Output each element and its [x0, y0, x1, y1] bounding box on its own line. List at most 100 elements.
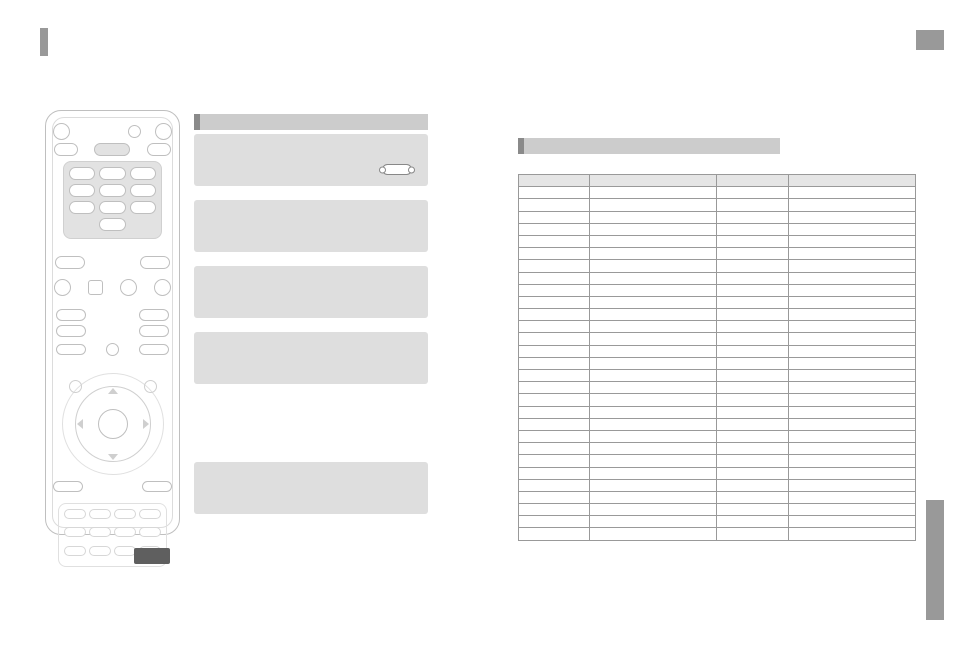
table-row [519, 235, 916, 247]
remote-source-row [46, 143, 179, 156]
brand-cell [519, 284, 590, 296]
table-header-row [519, 175, 916, 187]
table-row [519, 382, 916, 394]
note-badge [134, 548, 170, 564]
step-button [140, 256, 170, 269]
code-cell [788, 284, 915, 296]
step-box-4 [194, 332, 428, 384]
bc-9 [64, 546, 86, 556]
brand-cell [717, 248, 788, 260]
code-cell [788, 272, 915, 284]
code-cell [788, 382, 915, 394]
steps-title-bar [194, 114, 428, 130]
table-row [519, 430, 916, 442]
table-row [519, 199, 916, 211]
page-side-tab [926, 500, 944, 620]
table-row [519, 491, 916, 503]
code-cell [788, 430, 915, 442]
cd-eject-icon [128, 125, 141, 138]
num-7 [69, 201, 95, 214]
code-cell [788, 528, 915, 540]
code-cell [788, 199, 915, 211]
brand-cell [717, 333, 788, 345]
brand-cell [717, 394, 788, 406]
brand-cell [519, 272, 590, 284]
col-code-2 [788, 175, 915, 187]
table-row [519, 284, 916, 296]
code-cell [788, 223, 915, 235]
code-cell [788, 479, 915, 491]
code-cell [788, 370, 915, 382]
code-cell [590, 284, 717, 296]
brand-cell [717, 430, 788, 442]
steps-column [194, 114, 428, 514]
next-icon [154, 279, 171, 296]
volume-row [46, 309, 179, 321]
code-cell [788, 394, 915, 406]
brand-cell [519, 504, 590, 516]
code-cell [590, 345, 717, 357]
brand-cell [717, 260, 788, 272]
open-close-icon [155, 123, 172, 140]
code-cell [590, 455, 717, 467]
num-6 [130, 184, 156, 197]
code-cell [590, 382, 717, 394]
table-row [519, 321, 916, 333]
brand-cell [717, 309, 788, 321]
brand-cell [519, 455, 590, 467]
fn-2 [139, 344, 169, 355]
code-cell [590, 516, 717, 528]
code-cell [590, 394, 717, 406]
below-dpad-row [46, 481, 179, 492]
brand-cell [717, 418, 788, 430]
code-cell [788, 211, 915, 223]
brand-cell [717, 187, 788, 199]
brand-cell [519, 345, 590, 357]
code-cell [590, 528, 717, 540]
brand-cell [519, 235, 590, 247]
bc-4 [139, 509, 161, 519]
num-0 [99, 218, 125, 231]
info-button [142, 481, 172, 492]
brand-cell [717, 235, 788, 247]
brand-cell [519, 406, 590, 418]
code-cell [590, 467, 717, 479]
code-cell [788, 321, 915, 333]
code-cell [788, 491, 915, 503]
brand-cell [717, 504, 788, 516]
num-8 [99, 201, 125, 214]
step-box-5 [194, 462, 428, 514]
code-cell [590, 235, 717, 247]
code-cell [590, 321, 717, 333]
code-cell [590, 357, 717, 369]
brand-cell [717, 528, 788, 540]
code-cell [590, 248, 717, 260]
return-button [53, 481, 83, 492]
table-row [519, 528, 916, 540]
code-cell [590, 370, 717, 382]
brand-cell [717, 443, 788, 455]
code-cell [590, 406, 717, 418]
brand-cell [519, 248, 590, 260]
brand-cell [717, 455, 788, 467]
play-icon [120, 279, 137, 296]
table-row [519, 333, 916, 345]
code-cell [788, 357, 915, 369]
brand-cell [519, 187, 590, 199]
code-cell [788, 467, 915, 479]
brand-cell [717, 491, 788, 503]
table-row [519, 296, 916, 308]
code-cell [788, 455, 915, 467]
bc-11 [114, 546, 136, 556]
brand-cell [519, 394, 590, 406]
bc-2 [89, 509, 111, 519]
vol-button [56, 309, 86, 321]
brand-cell [717, 272, 788, 284]
page-accent-right [916, 30, 944, 50]
tv-codes-section [518, 138, 916, 541]
brand-cell [717, 321, 788, 333]
table-row [519, 345, 916, 357]
brand-cell [519, 211, 590, 223]
bc-10 [89, 546, 111, 556]
code-cell [788, 248, 915, 260]
